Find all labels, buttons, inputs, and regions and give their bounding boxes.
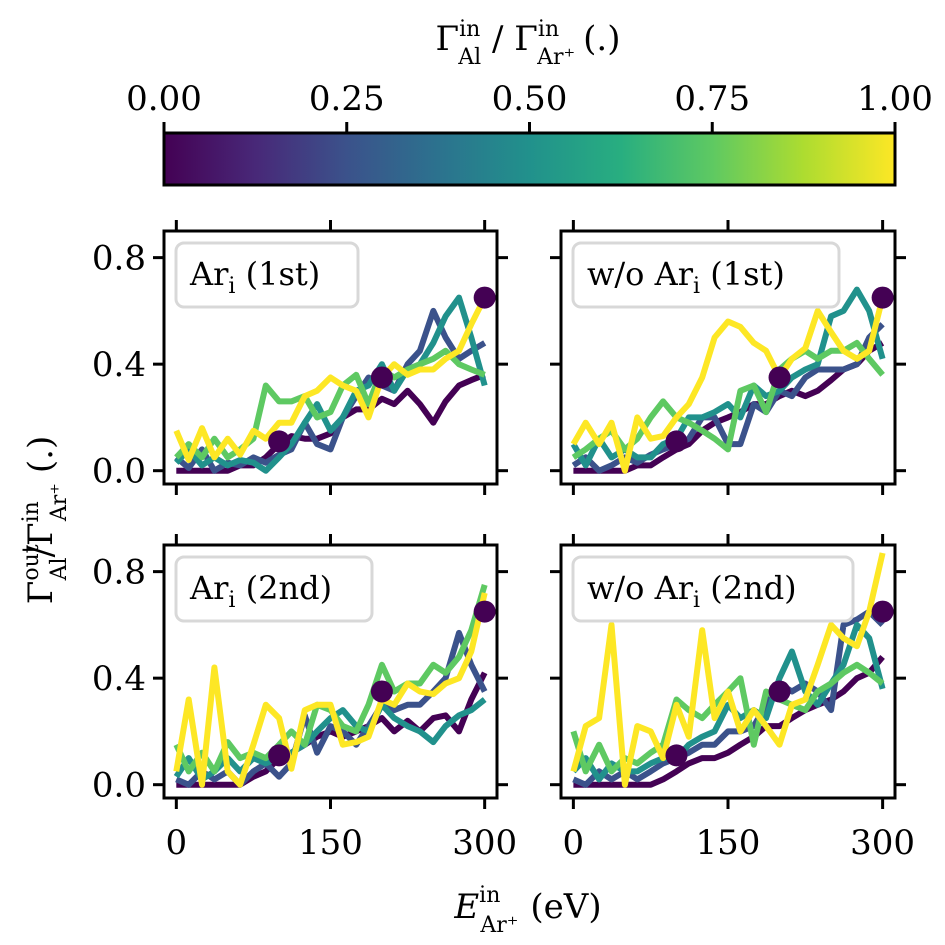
legend-label: Ari (1st) xyxy=(189,255,320,299)
legend-label: w/o Ari (1st) xyxy=(587,255,785,299)
colorbar-tick-label: 1.00 xyxy=(857,79,933,119)
y-tick-label: 0.0 xyxy=(92,452,146,492)
legend-box xyxy=(571,241,841,309)
colorbar-tick-label: 0.50 xyxy=(492,79,568,119)
series-line-4 xyxy=(571,339,885,460)
legend-box xyxy=(571,555,855,623)
legend-label-sub: i xyxy=(693,588,700,613)
legend-label-sub: i xyxy=(228,588,235,613)
reference-point xyxy=(871,286,894,309)
y-tick-label: 0.8 xyxy=(92,239,146,279)
series-line-5 xyxy=(570,296,886,474)
y-tick-label: 0.4 xyxy=(92,345,146,385)
legend-label-main: Ar xyxy=(189,255,229,293)
colorbar-gradient xyxy=(162,131,897,187)
reference-point xyxy=(473,286,496,309)
series-line-5 xyxy=(173,592,488,788)
panel-3: Ari (2nd) 0 150 300 0.0 0.4 0.8 xyxy=(92,534,517,863)
legend-label-rest: (1st) xyxy=(235,255,320,293)
colorbar-tick-label: 0.25 xyxy=(309,79,385,119)
y-tick-label: 0.8 xyxy=(92,553,146,593)
legend-box xyxy=(174,241,360,309)
y-tick-label: 0.4 xyxy=(92,659,146,699)
x-tick-label: 0 xyxy=(166,823,188,863)
panels: Ari (1st)0.00.40.8 w/o Ari (1st)Ari (2nd)… xyxy=(92,220,915,863)
legend-label-rest: (2nd) xyxy=(700,569,797,607)
series-line-5 xyxy=(173,296,488,463)
legend-label-sub: i xyxy=(228,274,235,299)
x-axis-title: Ein Ar⁺ (eV) xyxy=(453,883,601,938)
series-lines xyxy=(173,294,488,474)
panel-1: Ari (1st) 0.0 0.4 0.8 xyxy=(92,220,508,495)
series-lines xyxy=(570,552,886,788)
series-lines xyxy=(173,584,488,788)
legend-label-rest: (1st) xyxy=(700,255,785,293)
legend-label-sub: i xyxy=(693,274,700,299)
colorbar-ticks: 0.00 0.25 0.50 0.75 1.00 xyxy=(126,79,933,133)
reference-point xyxy=(370,366,393,389)
series-line-3 xyxy=(174,294,488,474)
y-tick-label: 0.0 xyxy=(92,766,146,806)
x-tick-label: 0 xyxy=(563,823,585,863)
reference-point xyxy=(370,680,393,703)
colorbar-title: Γin Al / Γin Ar⁺ (.) xyxy=(435,17,620,70)
x-tick-label: 150 xyxy=(696,823,761,863)
series-line-4 xyxy=(174,347,486,461)
legend-label-main: w/o Ar xyxy=(587,255,694,293)
reference-point xyxy=(268,430,291,453)
series-line-5 xyxy=(570,552,886,788)
x-tick-label: 150 xyxy=(298,823,363,863)
legend-label-main: Ar xyxy=(189,569,229,607)
x-tick-label: 300 xyxy=(850,823,915,863)
legend-label-main: w/o Ar xyxy=(587,569,694,607)
colorbar-tick-label: 0.00 xyxy=(126,79,202,119)
legend-box xyxy=(174,555,374,623)
panel-4: w/o Ari (2nd) 0 150 300 xyxy=(550,534,915,863)
reference-point xyxy=(665,430,688,453)
legend-label: Ari (2nd) xyxy=(189,569,332,613)
colorbar: 0.00 0.25 0.50 0.75 1.00 xyxy=(126,79,933,187)
reference-point xyxy=(768,366,791,389)
colorbar-tick-label: 0.75 xyxy=(674,79,750,119)
legend-label-rest: (2nd) xyxy=(235,569,332,607)
x-tick-label: 300 xyxy=(452,823,517,863)
series-lines xyxy=(570,286,886,474)
panel-2: w/o Ari (1st) xyxy=(550,220,906,495)
y-axis-title: Γout Al/Γin Ar⁺(.) xyxy=(19,436,72,604)
reference-point xyxy=(871,600,894,623)
series-line-1 xyxy=(176,372,486,474)
reference-point xyxy=(665,744,688,767)
legend-label: w/o Ari (2nd) xyxy=(587,569,797,613)
reference-point xyxy=(268,744,291,767)
reference-point xyxy=(473,600,496,623)
reference-point xyxy=(768,680,791,703)
